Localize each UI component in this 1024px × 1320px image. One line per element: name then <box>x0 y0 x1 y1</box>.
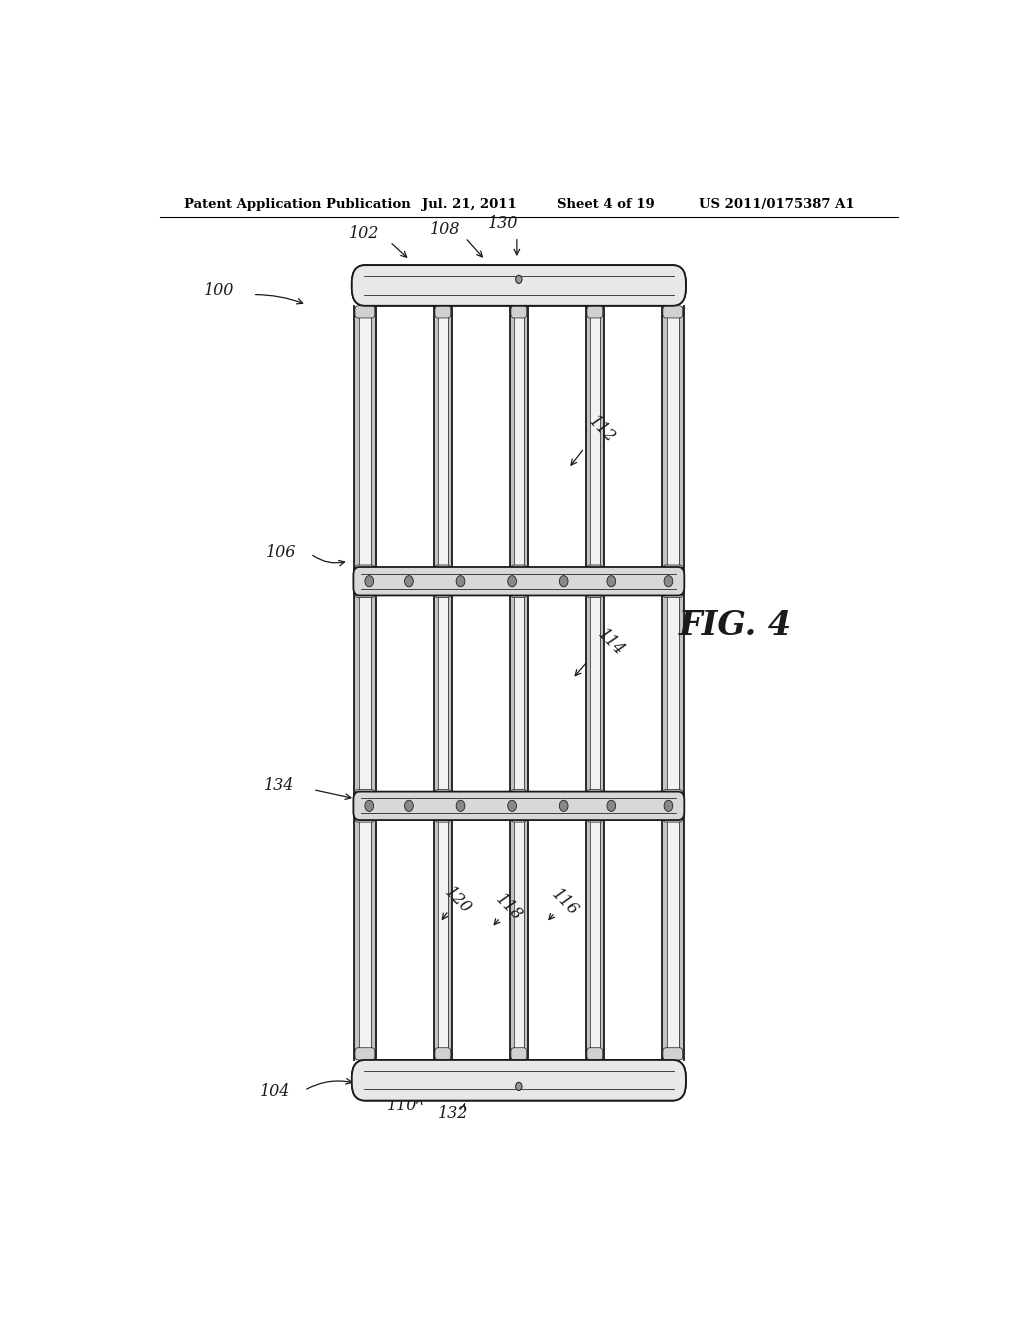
Text: 130: 130 <box>488 215 518 232</box>
FancyBboxPatch shape <box>435 586 451 598</box>
FancyBboxPatch shape <box>352 1060 686 1101</box>
Text: 108: 108 <box>430 220 461 238</box>
Bar <box>447 306 452 1060</box>
FancyBboxPatch shape <box>663 789 683 801</box>
Bar <box>434 306 452 1060</box>
FancyBboxPatch shape <box>511 586 526 598</box>
Text: 110: 110 <box>387 1097 417 1114</box>
Bar <box>679 306 684 1060</box>
FancyBboxPatch shape <box>355 789 375 801</box>
Bar <box>371 306 376 1060</box>
Text: 112: 112 <box>585 413 618 446</box>
Circle shape <box>516 1082 522 1090</box>
Bar <box>586 306 603 1060</box>
Text: 114: 114 <box>594 626 628 659</box>
FancyBboxPatch shape <box>355 306 375 318</box>
Circle shape <box>508 576 516 587</box>
FancyBboxPatch shape <box>352 265 686 306</box>
FancyBboxPatch shape <box>355 810 375 822</box>
Text: FIG. 4: FIG. 4 <box>679 610 792 643</box>
Circle shape <box>456 800 465 812</box>
Text: Sheet 4 of 19: Sheet 4 of 19 <box>557 198 654 211</box>
Text: 116: 116 <box>548 886 582 919</box>
FancyBboxPatch shape <box>587 789 603 801</box>
Circle shape <box>665 800 673 812</box>
FancyBboxPatch shape <box>355 565 375 576</box>
FancyBboxPatch shape <box>352 1060 686 1101</box>
Bar <box>434 306 438 1060</box>
Bar <box>663 306 667 1060</box>
Circle shape <box>508 800 516 812</box>
FancyBboxPatch shape <box>663 306 683 318</box>
Text: US 2011/0175387 A1: US 2011/0175387 A1 <box>699 198 855 211</box>
Bar <box>510 306 514 1060</box>
FancyBboxPatch shape <box>352 265 686 306</box>
Text: 120: 120 <box>440 883 474 917</box>
FancyBboxPatch shape <box>587 586 603 598</box>
Circle shape <box>559 576 568 587</box>
FancyBboxPatch shape <box>663 565 683 576</box>
Circle shape <box>365 800 374 812</box>
FancyBboxPatch shape <box>587 810 603 822</box>
FancyBboxPatch shape <box>355 1048 375 1060</box>
Text: 106: 106 <box>266 544 296 561</box>
Bar <box>354 306 358 1060</box>
FancyBboxPatch shape <box>511 810 526 822</box>
Text: Patent Application Publication: Patent Application Publication <box>183 198 411 211</box>
Text: Jul. 21, 2011: Jul. 21, 2011 <box>422 198 516 211</box>
FancyBboxPatch shape <box>435 565 451 576</box>
Bar <box>600 306 603 1060</box>
Circle shape <box>559 800 568 812</box>
Text: 104: 104 <box>260 1082 290 1100</box>
FancyBboxPatch shape <box>511 789 526 801</box>
FancyBboxPatch shape <box>587 306 603 318</box>
Text: 102: 102 <box>349 226 380 242</box>
Circle shape <box>607 800 615 812</box>
Circle shape <box>456 576 465 587</box>
Circle shape <box>516 1082 522 1090</box>
FancyBboxPatch shape <box>435 789 451 801</box>
Bar <box>663 306 684 1060</box>
Text: 100: 100 <box>204 282 234 300</box>
FancyBboxPatch shape <box>353 568 684 595</box>
FancyBboxPatch shape <box>663 586 683 598</box>
Bar <box>510 306 527 1060</box>
Bar <box>523 306 527 1060</box>
FancyBboxPatch shape <box>353 792 684 820</box>
Text: 134: 134 <box>263 777 294 795</box>
FancyBboxPatch shape <box>511 306 526 318</box>
Bar <box>354 306 376 1060</box>
Circle shape <box>607 576 615 587</box>
FancyBboxPatch shape <box>355 586 375 598</box>
FancyBboxPatch shape <box>511 1048 526 1060</box>
Circle shape <box>404 800 414 812</box>
Circle shape <box>365 576 374 587</box>
FancyBboxPatch shape <box>435 810 451 822</box>
FancyBboxPatch shape <box>435 1048 451 1060</box>
FancyBboxPatch shape <box>663 1048 683 1060</box>
Circle shape <box>516 276 522 284</box>
FancyBboxPatch shape <box>663 810 683 822</box>
Circle shape <box>665 576 673 587</box>
FancyBboxPatch shape <box>511 565 526 576</box>
Circle shape <box>516 276 522 284</box>
FancyBboxPatch shape <box>587 565 603 576</box>
Bar <box>586 306 590 1060</box>
FancyBboxPatch shape <box>435 306 451 318</box>
Text: 132: 132 <box>438 1105 469 1122</box>
FancyBboxPatch shape <box>587 1048 603 1060</box>
Text: 118: 118 <box>493 891 525 924</box>
Circle shape <box>404 576 414 587</box>
